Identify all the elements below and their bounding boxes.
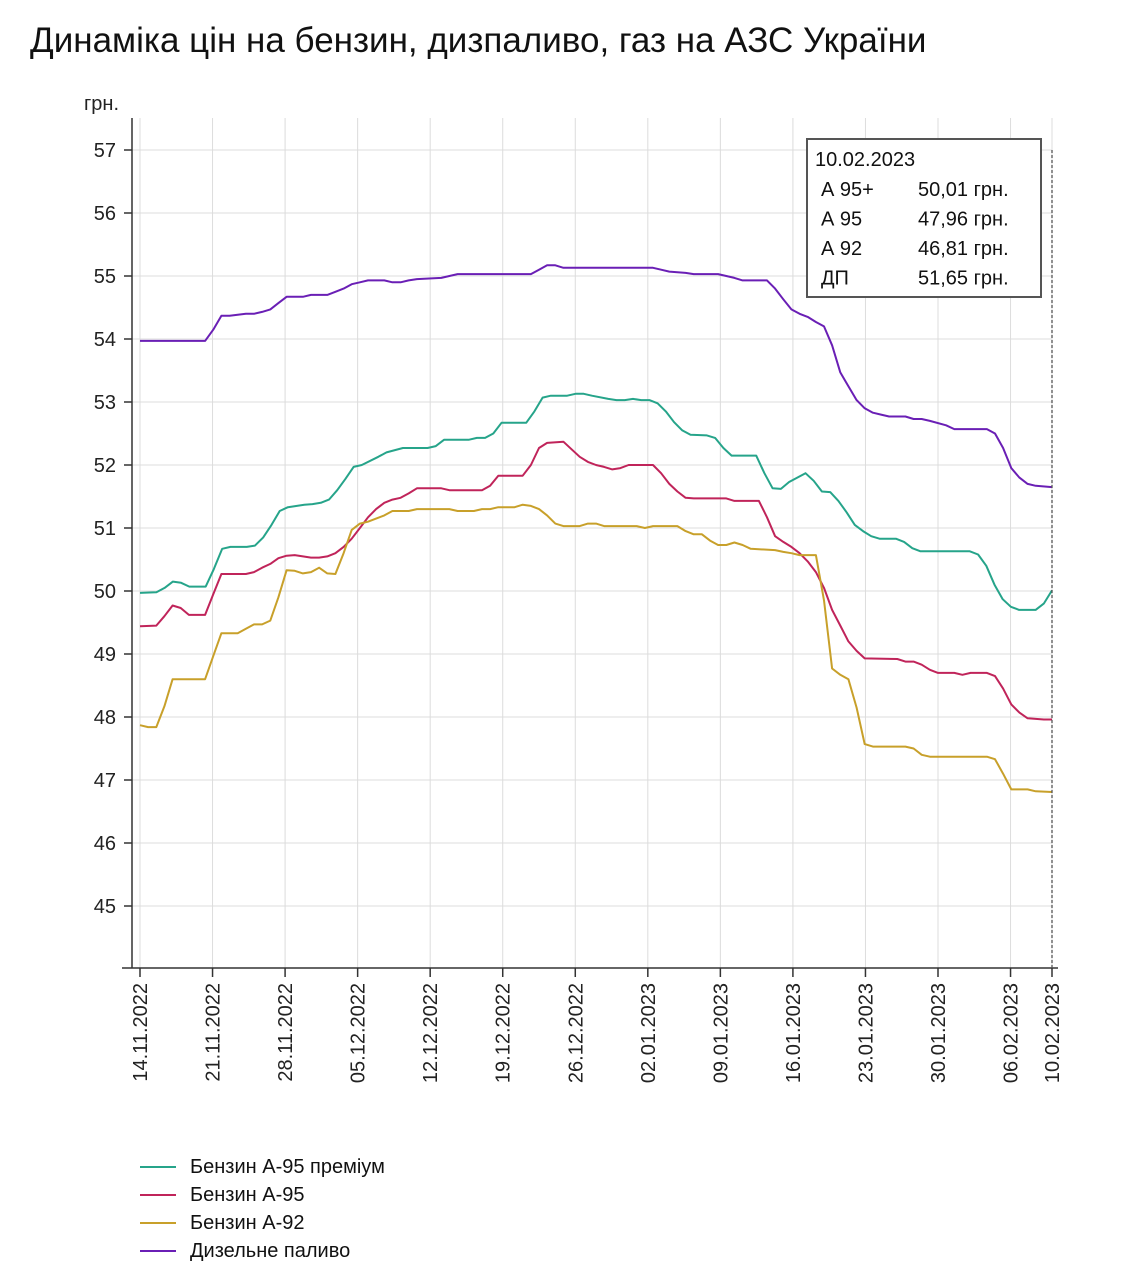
tooltip-row-label: А 92 xyxy=(821,238,862,260)
line-chart: грн. 45 46 47 48 49 50 51 52 53 54 55 56 57 14.11.20… xyxy=(84,93,1064,1083)
legend-label: Бензин А-95 преміум xyxy=(190,1155,385,1178)
x-tick-label: 14.11.2022 xyxy=(130,983,152,1082)
hover-tooltip: 10.02.2023 А 95+ 50,01 грн. А 95 47,96 грн.… xyxy=(806,138,1042,298)
y-tick-label: 50 xyxy=(94,581,116,603)
y-tick-label: 56 xyxy=(94,203,116,225)
legend-item: Бензин А-95 xyxy=(140,1181,385,1209)
x-tick-label: 16.01.2023 xyxy=(783,983,805,1083)
y-tick-label: 49 xyxy=(94,644,116,666)
y-tick-label: 54 xyxy=(94,329,116,351)
series-line-4 xyxy=(140,264,1053,489)
tooltip-date: 10.02.2023 xyxy=(815,149,915,171)
y-axis-label: грн. xyxy=(84,93,119,115)
x-axis-ticks: 14.11.2022 21.11.2022 28.11.2022 05.12.2022… xyxy=(130,968,1064,1083)
x-tick-label: 12.12.2022 xyxy=(420,983,442,1083)
x-tick-label: 28.11.2022 xyxy=(275,983,297,1082)
tooltip-row-value: 50,01 грн. xyxy=(918,179,1009,201)
y-tick-label: 47 xyxy=(94,770,116,792)
series-lines xyxy=(139,264,1053,793)
tooltip-row-label: А 95 xyxy=(821,209,862,231)
legend-swatch xyxy=(140,1166,176,1168)
tooltip-row-label: ДП xyxy=(821,268,849,290)
y-tick-label: 52 xyxy=(94,455,116,477)
legend-item: Бензин А-92 xyxy=(140,1209,385,1237)
legend-item: Дизельне паливо xyxy=(140,1237,385,1265)
y-tick-label: 57 xyxy=(94,140,116,162)
series-line-2 xyxy=(139,440,1052,721)
x-tick-label: 21.11.2022 xyxy=(203,983,225,1082)
y-tick-label: 55 xyxy=(94,266,116,288)
x-tick-label: 19.12.2022 xyxy=(493,983,515,1083)
legend-item: Бензин А-95 преміум xyxy=(140,1153,385,1181)
x-tick-label: 23.01.2023 xyxy=(855,983,877,1083)
tooltip-row-label: А 95+ xyxy=(821,179,874,201)
x-tick-label: 02.01.2023 xyxy=(638,983,660,1083)
legend-label: Дизельне паливо xyxy=(190,1239,351,1262)
x-tick-label: 05.12.2022 xyxy=(348,983,370,1083)
y-tick-label: 51 xyxy=(94,518,116,540)
legend-swatch xyxy=(140,1222,176,1224)
legend-label: Бензин А-92 xyxy=(190,1211,305,1234)
series-line-3 xyxy=(139,503,1053,793)
legend: Бензин А-95 преміум Бензин А-95 Бензин А-9… xyxy=(140,1153,385,1265)
y-tick-label: 48 xyxy=(94,707,116,729)
tooltip-row-value: 46,81 грн. xyxy=(918,238,1009,260)
legend-label: Бензин А-95 xyxy=(190,1183,305,1206)
x-tick-label: 10.02.2023 xyxy=(1042,983,1064,1083)
tooltip-row-value: 51,65 грн. xyxy=(918,268,1009,290)
y-tick-label: 45 xyxy=(94,896,116,918)
legend-swatch xyxy=(140,1194,176,1196)
axes xyxy=(122,118,1058,969)
x-tick-label: 26.12.2022 xyxy=(565,983,587,1083)
legend-swatch xyxy=(140,1250,176,1252)
y-tick-label: 46 xyxy=(94,833,116,855)
y-tick-label: 53 xyxy=(94,392,116,414)
y-axis-ticks: 45 46 47 48 49 50 51 52 53 54 55 56 57 xyxy=(94,140,132,918)
x-tick-label: 30.01.2023 xyxy=(928,983,950,1083)
series-line-1 xyxy=(139,392,1053,611)
tooltip-row-value: 47,96 грн. xyxy=(918,209,1009,231)
x-tick-label: 06.02.2023 xyxy=(1001,983,1023,1083)
chart-title: Динаміка цін на бензин, дизпаливо, газ н… xyxy=(30,21,927,60)
x-tick-label: 09.01.2023 xyxy=(710,983,732,1083)
